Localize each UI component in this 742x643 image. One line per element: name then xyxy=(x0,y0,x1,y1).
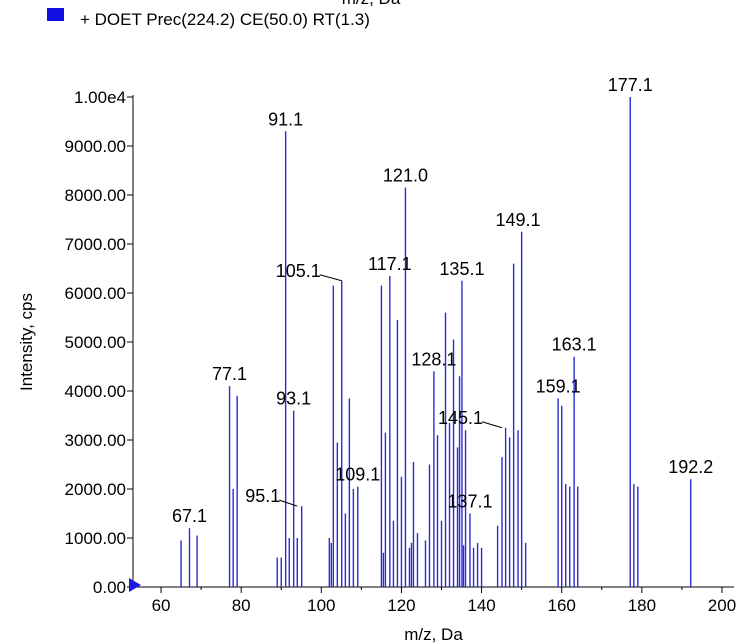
spectrum-sticks xyxy=(180,97,692,587)
peak-label: 128.1 xyxy=(411,349,456,369)
x-tick-label: 80 xyxy=(232,596,251,615)
peak-label: 109.1 xyxy=(335,465,380,485)
peak-label: 93.1 xyxy=(276,389,311,409)
y-tick-label: 1000.00 xyxy=(65,529,126,548)
x-tick-label: 120 xyxy=(387,596,415,615)
peak-label: 105.1 xyxy=(276,261,321,281)
peak-label: 135.1 xyxy=(439,259,484,279)
peak-label: 149.1 xyxy=(496,210,541,230)
y-tick-label: 5000.00 xyxy=(65,333,126,352)
y-axis-title: Intensity, cps xyxy=(17,293,36,391)
x-tick-label: 200 xyxy=(708,596,736,615)
peak-label: 145.1 xyxy=(438,408,483,428)
peak-label-leader xyxy=(319,274,342,282)
peak-label: 67.1 xyxy=(172,506,207,526)
peak-label: 137.1 xyxy=(447,492,492,512)
x-tick-label: 100 xyxy=(307,596,335,615)
peak-label: 117.1 xyxy=(368,254,412,274)
peak-label: 95.1 xyxy=(245,486,280,506)
cursor-marker[interactable] xyxy=(129,578,141,592)
peak-label: 192.2 xyxy=(668,457,713,477)
peak-label: 163.1 xyxy=(552,335,597,355)
x-axis-title: m/z, Da xyxy=(404,625,463,643)
legend-label: + DOET Prec(224.2) CE(50.0) RT(1.3) xyxy=(80,10,370,29)
y-tick-label: 8000.00 xyxy=(65,186,126,205)
x-tick-label: 140 xyxy=(467,596,495,615)
peak-label: 91.1 xyxy=(268,109,303,129)
peak-label: 77.1 xyxy=(212,364,247,384)
y-tick-label: 9000.00 xyxy=(65,137,126,156)
y-tick-label: 4000.00 xyxy=(65,382,126,401)
y-tick-label: 0.00 xyxy=(93,578,126,597)
peak-label-leader xyxy=(481,421,503,429)
x-tick-label: 160 xyxy=(548,596,576,615)
y-tick-label: 3000.00 xyxy=(65,431,126,450)
peak-labels: 67.1 77.1 91.1 93.1 95.1 105.1 109.1 117.1 121.0… xyxy=(172,75,713,526)
peak-label: 121.0 xyxy=(383,166,428,186)
peak-label: 159.1 xyxy=(536,376,581,396)
legend-swatch xyxy=(47,8,64,21)
y-tick-label: 7000.00 xyxy=(65,235,126,254)
clipped-axis-title: m/z, Da xyxy=(0,0,742,9)
x-tick-label: 60 xyxy=(152,596,171,615)
y-tick-label: 1.00e4 xyxy=(74,88,126,107)
y-tick-label: 6000.00 xyxy=(65,284,126,303)
y-tick-label: 2000.00 xyxy=(65,480,126,499)
peak-label-leader xyxy=(279,499,298,507)
peak-label: 177.1 xyxy=(608,75,653,95)
x-tick-label: 180 xyxy=(628,596,656,615)
